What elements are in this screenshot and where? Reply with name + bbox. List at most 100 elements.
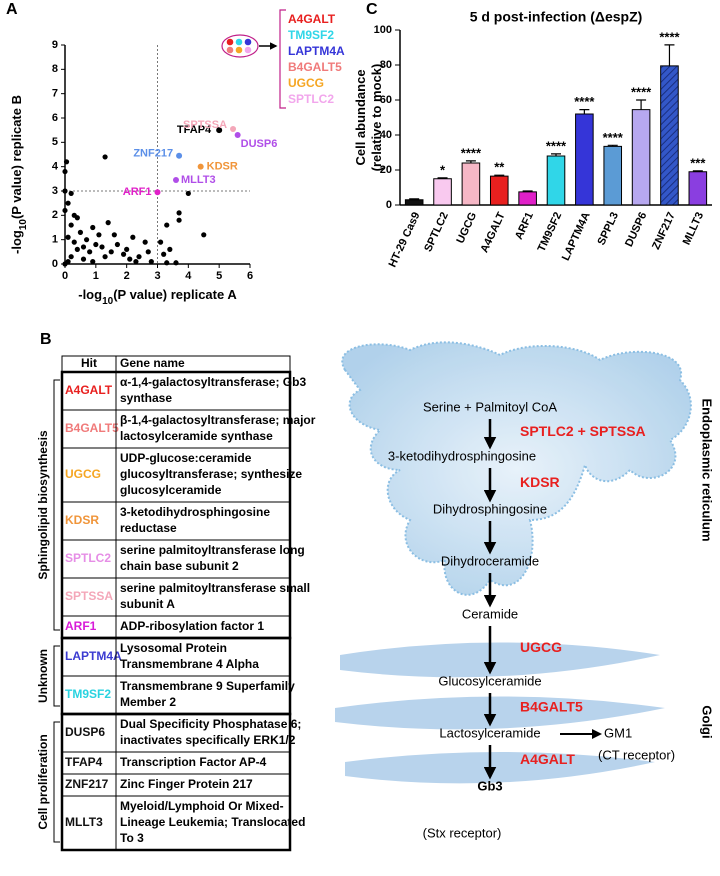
error-bar	[551, 153, 561, 156]
labeled-point	[216, 127, 223, 134]
branch-note: (CT receptor)	[598, 747, 675, 762]
gene-name: β-1,4-galactosyltransferase; major	[120, 413, 316, 427]
point	[62, 168, 68, 175]
point-label: SPTSSA	[183, 119, 227, 131]
point	[68, 254, 74, 260]
gene-name: To 3	[120, 831, 144, 845]
x-tick-label: 5	[216, 270, 222, 282]
y-tick-label: 3	[52, 185, 58, 197]
point	[74, 246, 80, 252]
cluster-dot	[226, 46, 234, 54]
point	[176, 217, 182, 223]
callout-label: A4GALT	[288, 12, 336, 26]
point	[167, 246, 173, 252]
callout-label: LAPTM4A	[288, 44, 345, 58]
hit-name: MLLT3	[65, 815, 103, 829]
point	[90, 258, 96, 265]
label-part: 10	[102, 296, 114, 307]
point	[65, 234, 71, 240]
x-tick-label: 1	[93, 270, 99, 282]
pathway-step: Serine + Palmitoyl CoA	[423, 399, 557, 414]
point	[145, 249, 151, 255]
point	[71, 239, 77, 245]
hit-name: DUSP6	[65, 725, 105, 739]
point	[130, 234, 136, 240]
gene-name: Myeloid/Lymphoid Or Mixed-	[120, 799, 284, 813]
point	[62, 188, 68, 194]
gene-name: ADP-ribosylation factor 1	[120, 619, 264, 633]
error-bar	[579, 109, 590, 114]
gene-name: synthase	[120, 391, 172, 405]
callout-label: UGCG	[288, 76, 324, 90]
column-header: Hit	[81, 356, 97, 370]
er-shape	[341, 341, 692, 596]
point	[111, 232, 117, 238]
pathway-step: 3-ketodihydrosphingosine	[388, 448, 536, 463]
point-label: DUSP6	[241, 138, 278, 150]
panel-label: A	[6, 1, 18, 18]
point	[96, 232, 102, 238]
point	[133, 258, 139, 265]
hit-name: ZNF217	[65, 777, 109, 791]
gene-name: lactosylceramide synthase	[120, 429, 273, 443]
point	[148, 258, 154, 265]
gene-name: 3-ketodihydrosphingosine	[120, 505, 270, 519]
axis-label: -log10(P value) replicate A	[78, 287, 237, 307]
point	[102, 154, 108, 160]
point-label: ARF1	[123, 186, 152, 198]
cluster-dot	[226, 38, 234, 46]
bar	[433, 178, 452, 206]
labeled-point	[230, 125, 237, 132]
point	[108, 249, 114, 255]
labeled-point	[176, 152, 183, 159]
error-bar	[494, 174, 505, 177]
gene-name: Zinc Finger Protein 217	[120, 777, 253, 791]
x-tick-label: 6	[247, 270, 253, 282]
pathway-step: Dihydrosphingosine	[433, 501, 547, 516]
label-part: -log	[9, 230, 24, 254]
golgi-cisterna	[340, 642, 660, 678]
label-line: (relative to mock)	[369, 64, 384, 172]
bar	[688, 171, 708, 206]
x-tick-label: ARF1	[513, 210, 536, 241]
golgi-cisterna	[335, 696, 665, 730]
group-box	[60, 712, 292, 852]
gene-name: glucosyltransferase; synthesize	[120, 467, 302, 481]
gene-name: serine palmitoyltransferase long	[120, 543, 305, 557]
point	[161, 251, 167, 257]
error-bar	[607, 144, 618, 147]
product-note: (Stx receptor)	[423, 825, 502, 840]
significance-label: ****	[461, 145, 482, 160]
gene-name: Transmembrane 9 Superfamily	[120, 679, 295, 693]
bar	[575, 113, 594, 206]
point	[62, 261, 68, 267]
y-tick-label: 0	[52, 258, 58, 270]
callout-ellipse	[221, 34, 259, 58]
cluster-dot	[244, 38, 252, 46]
y-tick-label: 0	[386, 199, 392, 211]
bar	[603, 145, 623, 206]
x-tick-label: SPTLC2	[422, 210, 451, 253]
point	[99, 244, 105, 250]
y-tick-label: 5	[52, 136, 58, 148]
y-tick-label: 7	[52, 88, 58, 100]
point	[80, 256, 87, 262]
hit-name: UGCG	[65, 467, 101, 481]
point	[80, 244, 87, 250]
x-tick-label: TM9SF2	[536, 210, 565, 253]
error-bar	[636, 99, 647, 110]
compartment-label: Golgi	[700, 705, 715, 738]
bar	[518, 191, 537, 206]
point	[68, 222, 74, 228]
gene-name: Member 2	[120, 695, 176, 709]
callout-label: SPTLC2	[288, 92, 334, 106]
gene-name: reductase	[120, 521, 177, 535]
group-label: Sphingolipid biosynthesis	[36, 430, 50, 580]
gene-name: glucosylceramide	[120, 483, 222, 497]
cluster-dot	[235, 46, 243, 54]
point	[105, 220, 111, 226]
error-bar	[465, 160, 476, 163]
point	[164, 222, 170, 228]
pathway-step: Gb3	[477, 778, 502, 793]
group-bracket	[53, 645, 60, 707]
